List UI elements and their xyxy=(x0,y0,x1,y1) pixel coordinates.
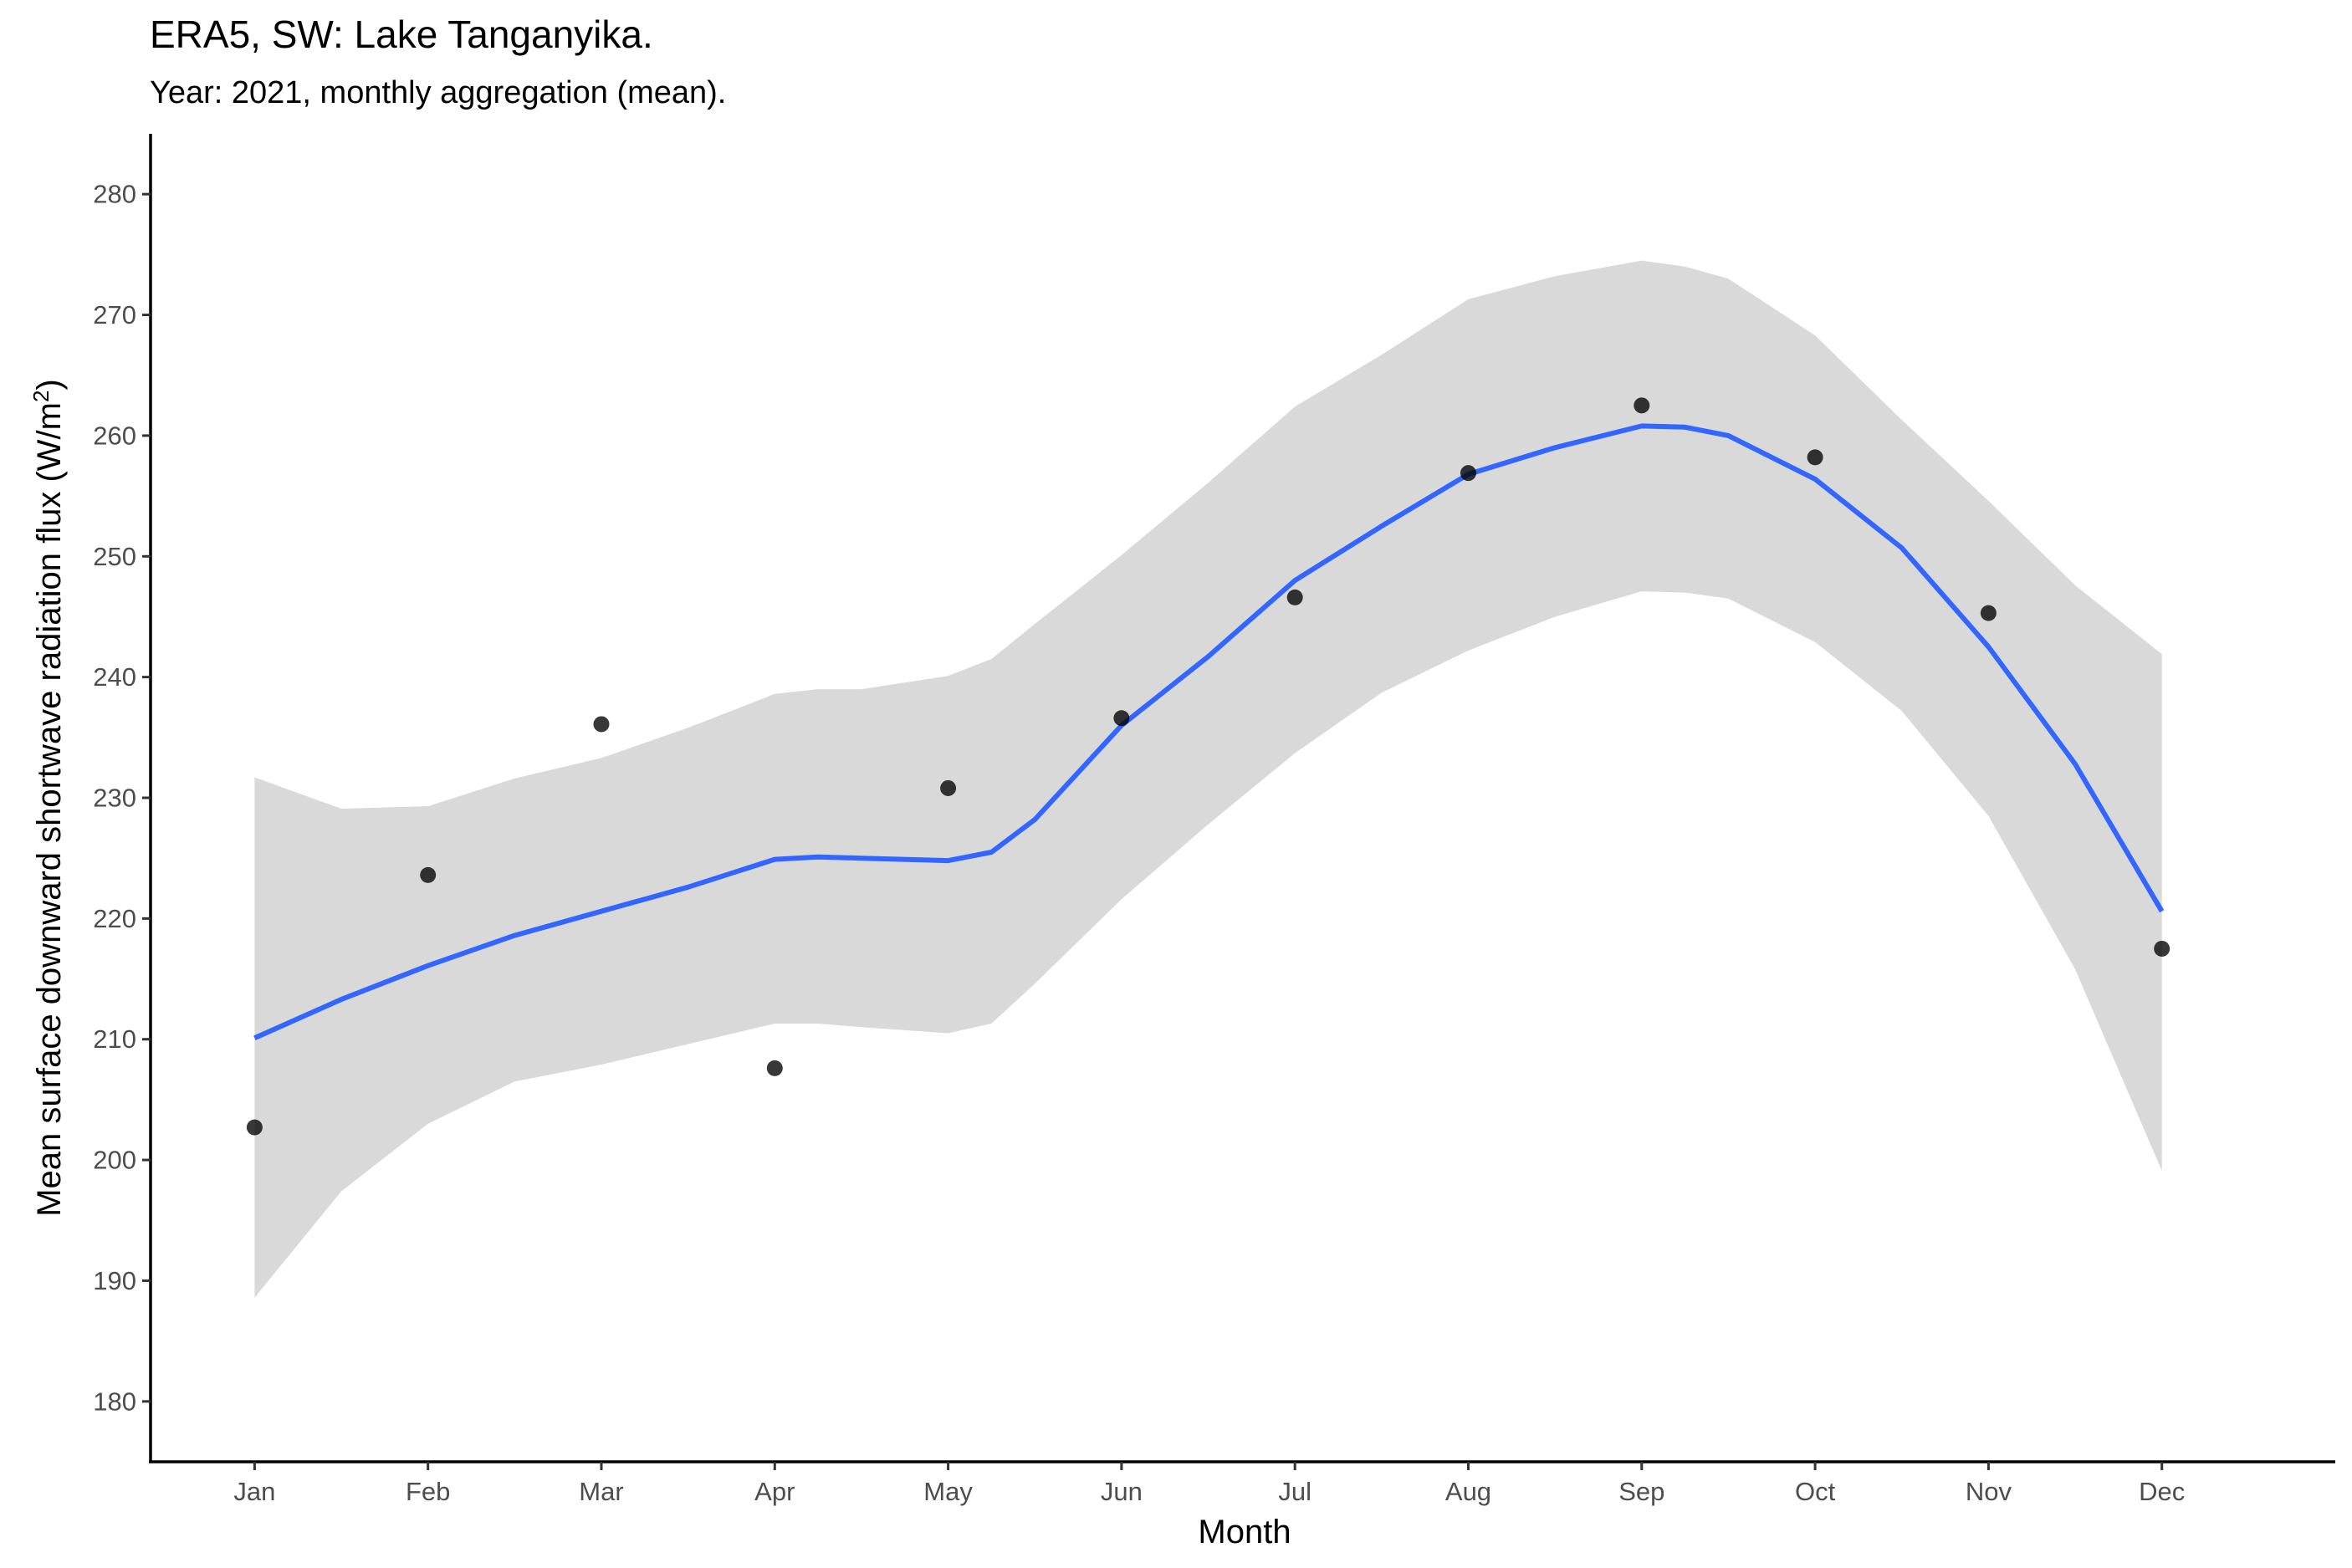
x-tick-label-oct: Oct xyxy=(1795,1477,1836,1506)
y-axis-ticks: 180 190 200 210 220 230 240 250 260 270 280 xyxy=(93,180,151,1416)
y-tick-label: 280 xyxy=(93,180,136,209)
x-tick-label-may: May xyxy=(923,1477,973,1506)
x-tick-label-jun: Jun xyxy=(1101,1477,1143,1506)
y-tick-label: 190 xyxy=(93,1266,136,1295)
data-point-sep xyxy=(1634,397,1650,414)
data-point-feb xyxy=(420,866,437,883)
chart-title: ERA5, SW: Lake Tanganyika. xyxy=(150,13,653,56)
y-tick-label: 180 xyxy=(93,1387,136,1416)
chart-subtitle: Year: 2021, monthly aggregation (mean). xyxy=(150,75,727,110)
y-tick-label: 210 xyxy=(93,1024,136,1054)
x-tick-label-dec: Dec xyxy=(2139,1477,2185,1506)
data-point-jan xyxy=(246,1119,263,1136)
data-point-mar xyxy=(593,716,610,733)
data-point-oct xyxy=(1807,449,1823,466)
data-point-dec xyxy=(2154,940,2170,957)
x-tick-label-mar: Mar xyxy=(579,1477,623,1506)
x-tick-label-jul: Jul xyxy=(1278,1477,1311,1506)
data-point-aug xyxy=(1460,465,1476,482)
x-axis-label: Month xyxy=(1198,1514,1291,1550)
y-tick-label: 270 xyxy=(93,300,136,329)
smooth-fit-line xyxy=(253,423,2165,1041)
data-points xyxy=(246,397,2170,1136)
y-tick-label: 230 xyxy=(93,784,136,813)
x-tick-label-aug: Aug xyxy=(1445,1477,1491,1506)
x-tick-label-apr: Apr xyxy=(754,1477,795,1506)
x-tick-label-nov: Nov xyxy=(1966,1477,2012,1506)
y-tick-label: 240 xyxy=(93,662,136,692)
x-tick-label-feb: Feb xyxy=(406,1477,450,1506)
data-point-jul xyxy=(1286,589,1303,605)
y-tick-label: 260 xyxy=(93,421,136,450)
x-tick-label-sep: Sep xyxy=(1618,1477,1664,1506)
data-point-apr xyxy=(766,1060,783,1076)
y-tick-label: 250 xyxy=(93,542,136,571)
x-tick-label-jan: Jan xyxy=(233,1477,275,1506)
x-axis-ticks: Jan Feb Mar Apr May Jun Jul Aug Sep Oct Nov Dec xyxy=(233,1462,2185,1506)
data-point-nov xyxy=(1980,605,1997,621)
confidence-band xyxy=(254,260,2162,1298)
y-tick-label: 220 xyxy=(93,904,136,933)
y-tick-label: 200 xyxy=(93,1146,136,1175)
data-point-jun xyxy=(1113,710,1130,727)
data-point-may xyxy=(940,779,957,796)
